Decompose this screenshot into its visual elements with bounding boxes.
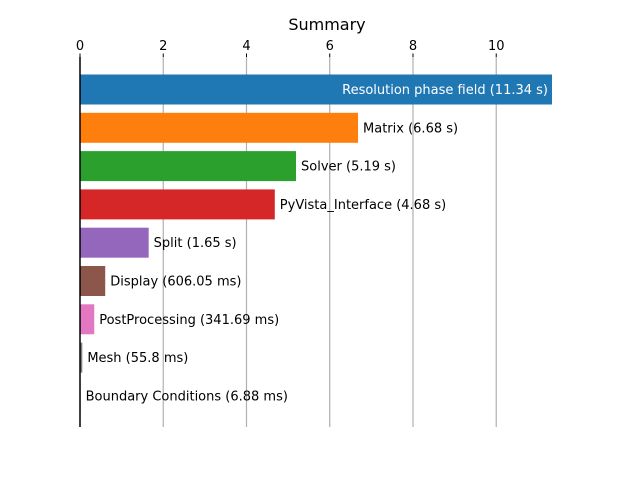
bar [80,74,552,105]
x-tick-label: 2 [159,39,167,54]
bar-value-label: PostProcessing (341.69 ms) [99,313,279,328]
bar-value-label: PyVista_Interface (4.68 s) [280,198,446,213]
bar-value-label: Display (606.05 ms) [110,275,241,290]
bar-value-label: Resolution phase field (11.34 s) [342,83,548,98]
bars [80,74,552,411]
bar [80,151,297,182]
bar-value-label: Boundary Conditions (6.88 ms) [86,389,288,404]
bar [80,266,106,296]
bar-value-label: Solver (5.19 s) [301,160,396,175]
bar [80,112,359,143]
bar-value-label: Split (1.65 s) [154,236,237,251]
bar [80,342,83,373]
x-tick-label: 0 [76,39,84,54]
x-tick-label: 6 [326,39,334,54]
x-tick-label: 8 [409,39,417,54]
bar [80,304,95,335]
x-tick-label: 4 [242,39,250,54]
chart-title: Summary [288,15,365,34]
bar-value-label: Matrix (6.68 s) [363,121,458,136]
bar [80,227,149,258]
bar-value-label: Mesh (55.8 ms) [87,351,188,366]
x-axis-ticks: 0 2 4 6 8 10 [76,39,505,57]
bar [80,189,275,220]
x-tick-label: 10 [488,39,505,54]
bar-labels: Resolution phase field (11.34 s) Matrix (… [86,83,548,404]
